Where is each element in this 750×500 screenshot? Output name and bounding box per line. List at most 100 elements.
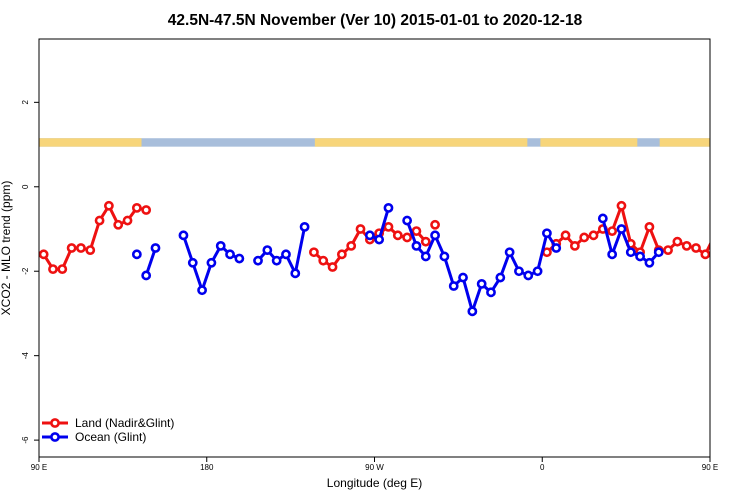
ocean-point xyxy=(467,306,478,317)
y-tick-label: 2 xyxy=(21,100,30,105)
ocean-point xyxy=(523,270,534,281)
ocean-point xyxy=(150,243,161,253)
land-point xyxy=(85,245,96,256)
land-point xyxy=(66,243,77,253)
ocean-point xyxy=(597,213,608,224)
land-band-segment xyxy=(39,138,142,147)
land-point xyxy=(420,236,431,247)
legend-label: Land (Nadir&Glint) xyxy=(75,416,174,430)
land-point xyxy=(346,240,357,251)
land-point xyxy=(681,240,692,251)
ocean-point xyxy=(187,257,198,268)
legend-marker xyxy=(50,432,60,442)
legend-label: Ocean (Glint) xyxy=(75,430,146,444)
ocean-point xyxy=(420,251,431,262)
land-point xyxy=(588,230,599,241)
ocean-point xyxy=(197,285,207,296)
land-point xyxy=(730,266,737,273)
land-point xyxy=(720,251,727,258)
land-point xyxy=(318,255,329,266)
land-point xyxy=(700,249,710,260)
ocean-point xyxy=(430,230,440,241)
land-point xyxy=(672,236,683,247)
land-band-segment xyxy=(314,138,528,147)
ocean-point xyxy=(625,247,636,258)
ocean-point xyxy=(374,234,385,245)
land-point xyxy=(309,247,319,258)
x-axis-label: Longitude (deg E) xyxy=(327,476,422,490)
land-point xyxy=(663,245,673,256)
ocean-point xyxy=(411,240,422,251)
ocean-point xyxy=(131,249,142,260)
y-axis: -6 -4 -2 0 2 xyxy=(21,100,39,444)
ocean-point xyxy=(281,249,291,260)
x-axis: 90 E 180 90 W 0 90 E xyxy=(31,457,718,472)
ocean-point xyxy=(514,266,524,277)
land-point xyxy=(430,219,440,230)
ocean-point xyxy=(504,247,515,258)
ocean-point xyxy=(486,287,496,298)
legend-item-land: Land (Nadir&Glint) xyxy=(42,416,174,430)
ocean-point xyxy=(402,215,413,226)
ocean-series xyxy=(131,202,664,317)
ocean-point xyxy=(178,230,189,241)
land-point xyxy=(94,215,105,226)
ocean-series-line xyxy=(405,220,558,313)
x-tick-label: 90 E xyxy=(702,463,718,472)
ocean-point xyxy=(253,255,263,266)
x-tick-label: 0 xyxy=(540,463,545,472)
ocean-point xyxy=(234,253,245,264)
land-point xyxy=(392,230,403,241)
ocean-point xyxy=(551,243,562,253)
chart-title: 42.5N-47.5N November (Ver 10) 2015-01-01… xyxy=(168,12,583,29)
ocean-point xyxy=(616,224,627,234)
ocean-point xyxy=(653,247,664,258)
ocean-point xyxy=(448,281,459,291)
ocean-point xyxy=(439,251,450,262)
land-point xyxy=(122,215,133,226)
y-tick-label: -4 xyxy=(21,352,30,360)
land-point xyxy=(616,200,627,211)
ocean-point xyxy=(542,228,552,239)
x-tick-label: 180 xyxy=(200,463,214,472)
legend-marker xyxy=(50,418,60,428)
y-tick-label: -6 xyxy=(21,436,30,444)
ocean-point xyxy=(644,257,655,268)
ocean-point xyxy=(225,249,235,260)
land-point xyxy=(141,205,152,215)
land-point xyxy=(48,264,58,275)
land-point xyxy=(579,232,590,243)
y-axis-label: XCO2 - MLO trend (ppm) xyxy=(0,181,13,316)
land-point xyxy=(560,230,571,241)
ocean-point xyxy=(383,202,394,213)
ocean-point xyxy=(635,251,645,262)
land-point xyxy=(39,249,49,260)
land-point xyxy=(607,226,618,237)
land-point xyxy=(411,226,422,237)
ocean-point xyxy=(262,245,273,256)
land-series-line xyxy=(42,204,147,271)
land-point xyxy=(739,266,746,273)
ocean-point xyxy=(364,230,375,241)
land-point xyxy=(113,219,124,230)
land-point xyxy=(57,264,68,275)
ocean-point xyxy=(495,272,506,283)
land-point xyxy=(327,262,338,272)
ocean-point xyxy=(215,240,226,251)
ocean-point xyxy=(458,272,468,283)
x-tick-label: 90 E xyxy=(31,463,47,472)
land-point xyxy=(336,249,347,260)
x-tick-label: 90 W xyxy=(365,463,384,472)
land-point xyxy=(355,224,366,234)
ocean-point xyxy=(271,255,282,266)
y-tick-label: -2 xyxy=(21,267,30,275)
land-point xyxy=(709,233,710,237)
land-point xyxy=(569,240,580,251)
land-point xyxy=(104,200,114,211)
y-tick-label: 0 xyxy=(21,184,30,189)
legend-item-ocean: Ocean (Glint) xyxy=(42,430,146,444)
land-band-segment xyxy=(659,138,710,147)
ocean-point xyxy=(299,221,310,232)
land-point xyxy=(383,221,394,232)
land-point xyxy=(644,221,655,232)
